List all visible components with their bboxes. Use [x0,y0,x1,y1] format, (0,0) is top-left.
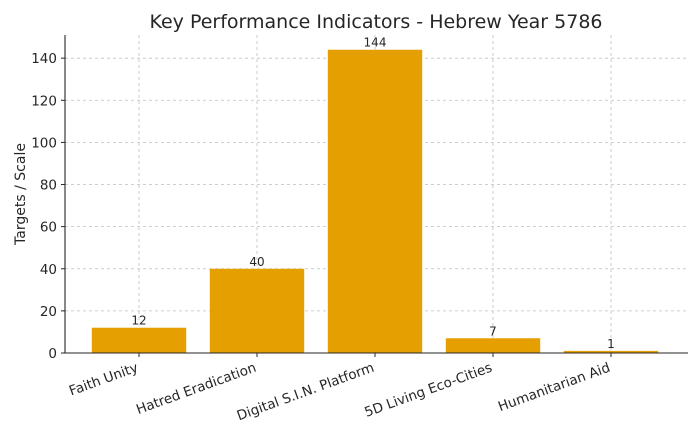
x-tick-label: 5D Living Eco-Cities [362,360,494,421]
data-label: 144 [364,36,387,50]
chart-title: Key Performance Indicators - Hebrew Year… [149,11,602,33]
y-axis-ticks: 0 20 40 60 80 100 120 140 [31,51,65,362]
y-tick-label: 60 [40,220,57,236]
y-axis-label: Targets / Scale [13,143,29,246]
bar [327,49,423,353]
data-labels: 12 40 144 7 1 [131,36,614,351]
data-label: 1 [607,337,615,351]
bar [91,327,187,353]
data-label: 7 [489,324,497,338]
data-label: 12 [131,314,146,328]
bar [445,338,541,353]
x-tick-label: Humanitarian Aid [496,360,612,415]
y-tick-label: 100 [31,135,57,151]
bar [563,350,659,353]
bar [209,268,305,353]
y-tick-label: 140 [31,51,57,67]
bars [91,49,659,353]
y-tick-label: 0 [48,346,57,362]
y-tick-label: 20 [40,304,57,320]
x-tick-label: Faith Unity [67,360,140,400]
data-label: 40 [249,255,264,269]
y-tick-label: 80 [40,178,57,194]
y-tick-label: 40 [40,262,57,278]
y-tick-label: 120 [31,93,57,109]
axes [64,35,688,354]
